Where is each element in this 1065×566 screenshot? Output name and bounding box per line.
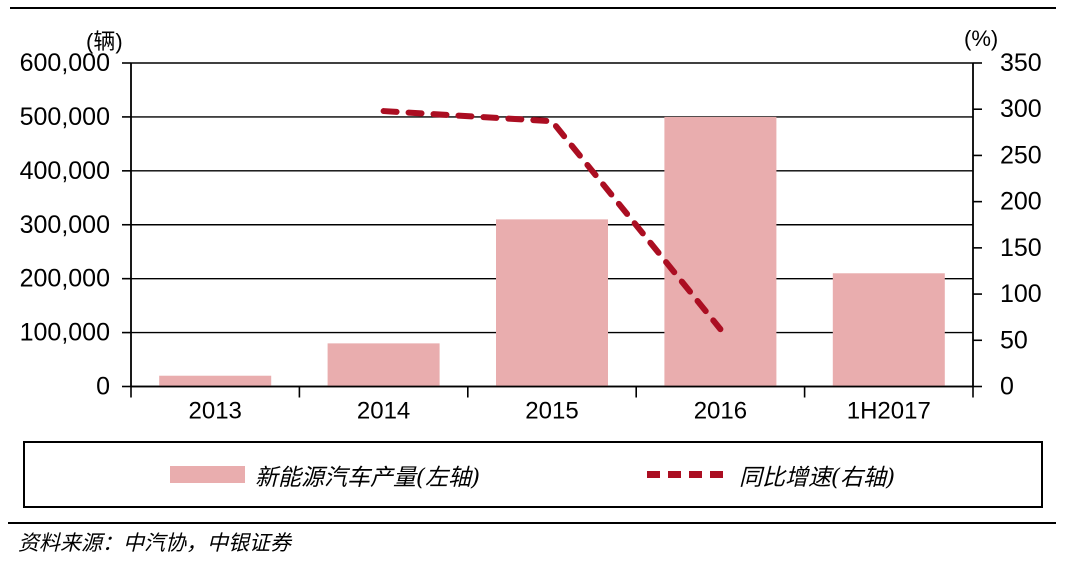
left-axis-unit-label: (辆) [86,29,123,54]
x-axis-label-2014: 2014 [357,398,410,425]
right-axis-tick-label: 50 [1000,326,1028,354]
production-bar-1H2017 [832,273,945,387]
right-axis-tick-label: 100 [1000,280,1042,308]
x-axis-label-2016: 2016 [694,398,747,425]
right-axis-tick-label: 350 [1000,49,1042,77]
production-bar-2016 [664,116,777,387]
production-bar-2013 [159,375,272,387]
x-axis-label-2013: 2013 [189,398,242,425]
x-axis-label-1H2017: 1H2017 [847,398,931,425]
bottom-divider [8,522,1056,524]
left-axis-tick-label: 400,000 [20,157,110,185]
chart-legend: 新能源汽车产量(左轴) 同比增速(右轴) [23,441,1043,508]
dashed-line-swatch-icon [647,471,729,478]
legend-item-production: 新能源汽车产量(左轴) [170,443,480,506]
right-axis-tick-label: 0 [1000,373,1014,401]
right-axis-tick-label: 200 [1000,188,1042,216]
right-axis-unit-label: (%) [964,26,999,51]
legend-label-production: 新能源汽车产量(左轴) [255,464,480,491]
left-axis-tick-label: 300,000 [20,211,110,239]
top-divider [10,7,1056,9]
right-axis-tick-label: 300 [1000,95,1042,123]
bar-swatch-icon [170,466,245,483]
production-bar-2015 [496,219,608,387]
left-axis-tick-label: 500,000 [20,103,110,131]
right-axis-tick-label: 250 [1000,141,1042,169]
right-axis-tick-label: 150 [1000,234,1042,262]
left-axis-tick-label: 200,000 [20,265,110,293]
left-axis-tick-label: 600,000 [20,49,110,77]
legend-item-growth: 同比增速(右轴) [647,443,895,506]
growth-line [380,108,724,333]
left-axis-tick-label: 0 [96,373,110,401]
x-axis-label-2015: 2015 [525,398,578,425]
source-note: 资料来源：中汽协，中银证券 [18,531,291,555]
legend-label-growth: 同比增速(右轴) [739,464,895,491]
left-axis-tick-label: 100,000 [20,319,110,347]
production-bar-2014 [327,343,440,387]
